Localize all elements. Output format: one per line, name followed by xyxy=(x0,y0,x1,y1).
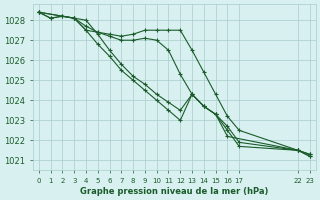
X-axis label: Graphe pression niveau de la mer (hPa): Graphe pression niveau de la mer (hPa) xyxy=(80,187,268,196)
